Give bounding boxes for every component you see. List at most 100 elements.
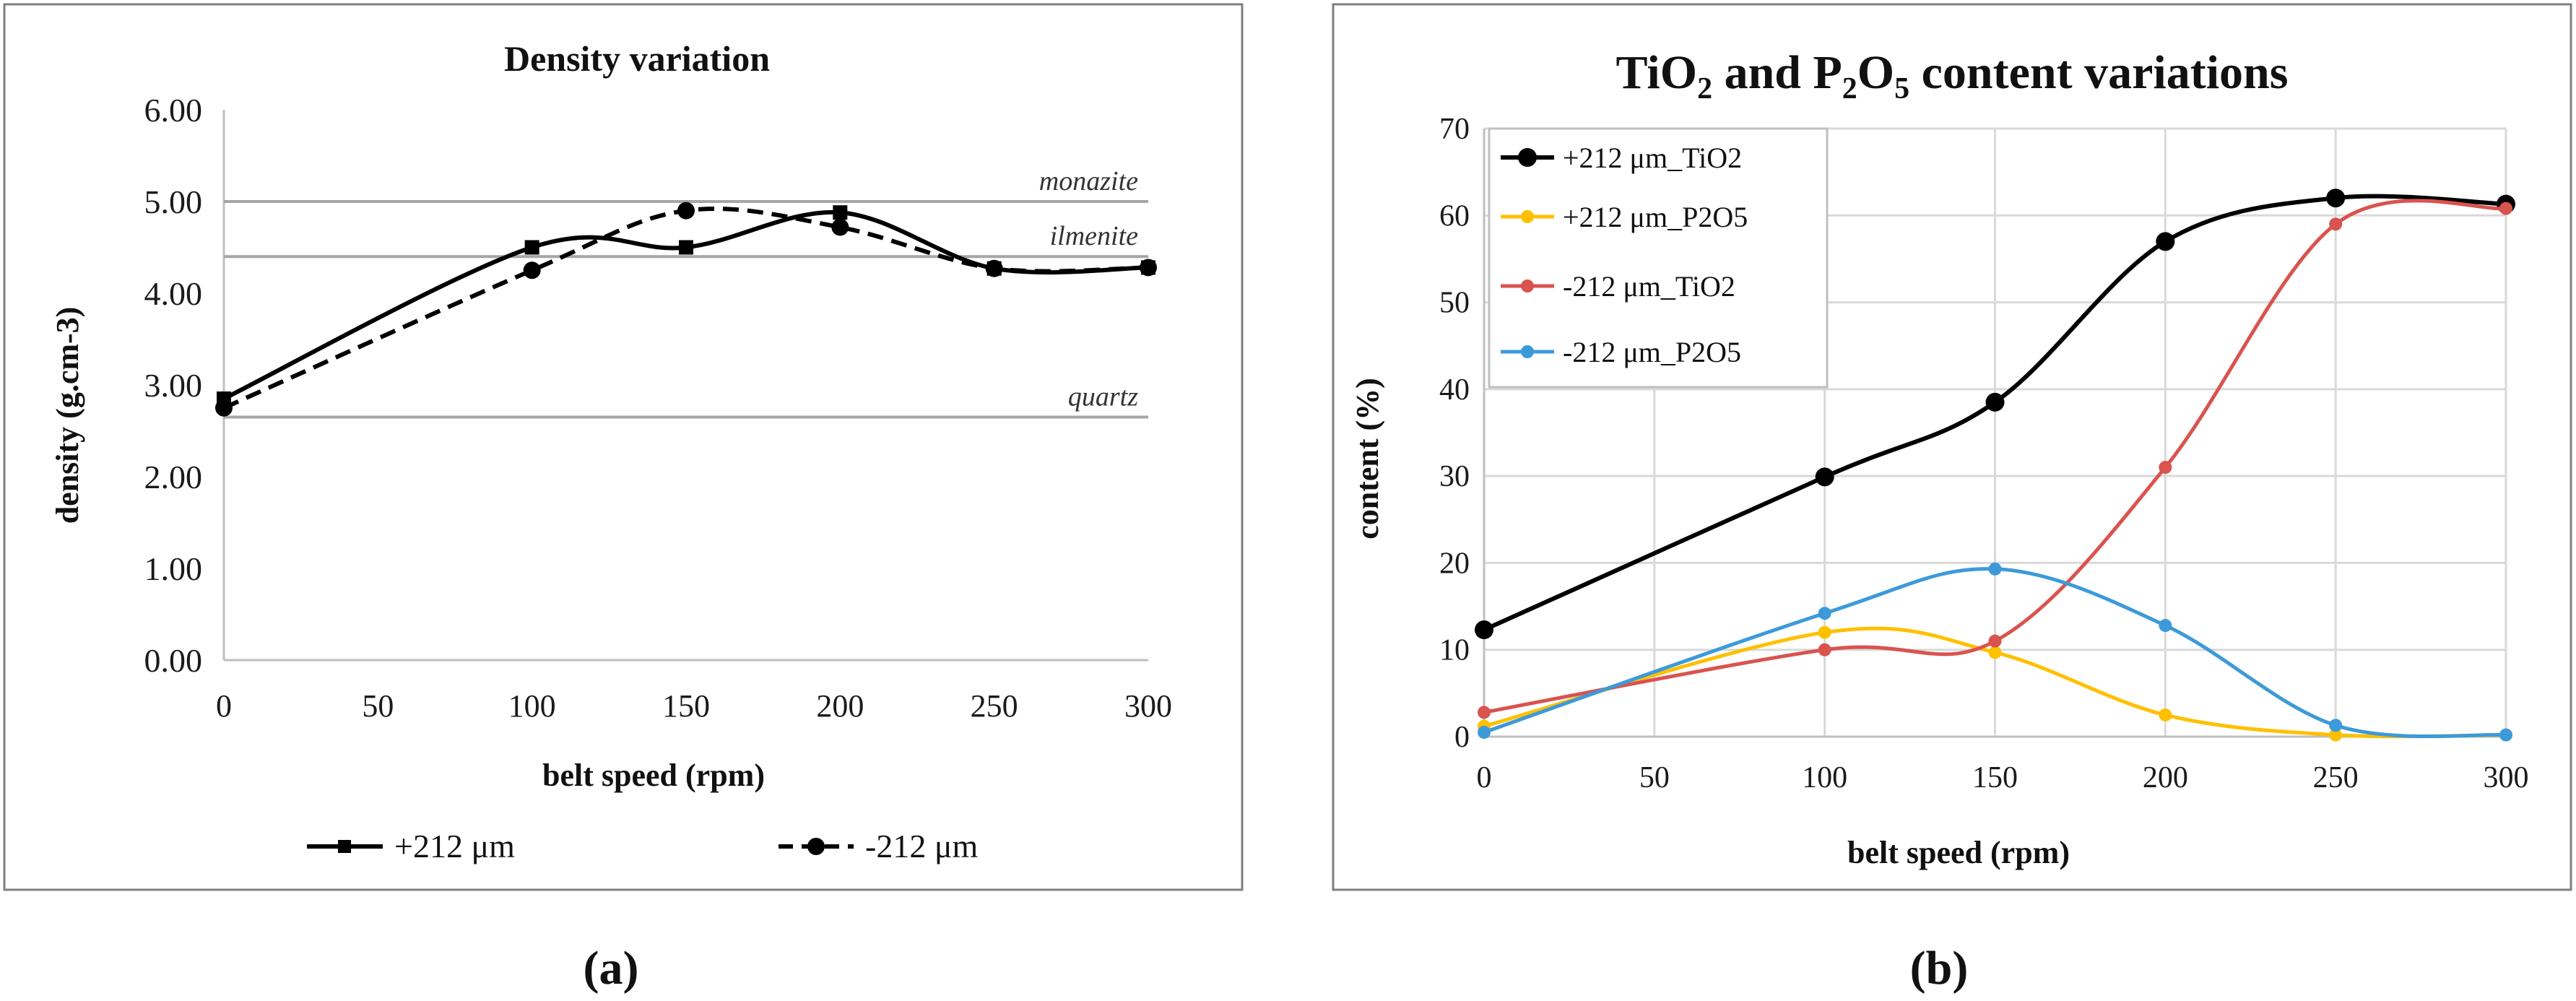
- chart-a-legend: +212 μm -212 μm: [307, 828, 978, 864]
- chart-b-title: TiO2 and P2O5 content variations: [1616, 46, 2289, 105]
- b-x-tick-label-2: 100: [1802, 761, 1847, 794]
- chart-b-y-ticks: 0 10 20 30 40 50 60 70: [1439, 113, 1470, 754]
- b-x-tick-label-3: 150: [1972, 761, 2018, 794]
- b-series-1-point-4: [2329, 728, 2343, 742]
- chart-a-reference-lines: monazite ilmenite quartz: [224, 166, 1148, 419]
- b-series-1-point-3: [2159, 708, 2172, 722]
- b-x-tick-label-1: 50: [1639, 761, 1670, 794]
- legend-b-marker-4: [1521, 345, 1534, 358]
- b-series-3-point-3: [2159, 619, 2172, 633]
- legend-a-marker-1: [338, 840, 351, 853]
- chart-b-title-part-1: TiO: [1616, 46, 1698, 99]
- reference-label-ilmenite: ilmenite: [1050, 221, 1139, 251]
- a-x-tick-label-5: 250: [971, 688, 1018, 724]
- b-series-2-point-0: [1478, 706, 1491, 719]
- b-series-0-point-3: [2156, 232, 2175, 251]
- b-series-2-point-3: [2159, 461, 2172, 474]
- b-y-tick-label-2: 20: [1439, 547, 1470, 580]
- b-series-2-point-5: [2499, 202, 2512, 215]
- legend-b-marker-2: [1521, 210, 1534, 223]
- legend-b-label-4: -212 μm_P2O5: [1563, 336, 1741, 368]
- b-x-tick-label-5: 250: [2313, 761, 2359, 794]
- chart-b-title-part-4: content variations: [1909, 46, 2288, 99]
- subfigure-label-b: (b): [1910, 942, 1969, 994]
- a-x-tick-label-0: 0: [216, 688, 232, 724]
- a-series-1-point-0: [215, 399, 233, 417]
- b-y-tick-label-7: 70: [1439, 113, 1470, 146]
- b-series-1-point-1: [1818, 625, 1831, 639]
- legend-a-label-2: -212 μm: [865, 828, 978, 864]
- a-x-tick-label-3: 150: [662, 688, 710, 724]
- b-series-line-1: [1483, 626, 2507, 739]
- b-series-0-point-4: [2326, 188, 2346, 208]
- b-series-0-point-1: [1815, 467, 1834, 487]
- a-series-0-point-2: [679, 240, 693, 255]
- chart-a-y-axis-title: density (g.cm-3): [50, 307, 85, 524]
- chart-b-y-axis-title: content (%): [1350, 378, 1385, 540]
- b-y-tick-label-1: 10: [1439, 634, 1470, 667]
- chart-b-title-sub-3: 5: [1894, 72, 1909, 105]
- chart-a-x-ticks: 0 50 100 150 200 250 300: [216, 688, 1172, 724]
- chart-b-series: [1475, 188, 2515, 742]
- b-series-0-point-2: [1985, 392, 2005, 412]
- subfigure-label-a: (a): [584, 942, 639, 994]
- a-y-tick-label-0: 0.00: [144, 642, 203, 679]
- chart-b-title-sub-2: 2: [1842, 72, 1857, 105]
- a-series-1-point-3: [831, 218, 849, 236]
- b-series-2-point-4: [2329, 217, 2343, 231]
- a-x-tick-label-1: 50: [362, 688, 394, 724]
- a-y-tick-label-1: 1.00: [144, 550, 203, 587]
- b-y-tick-label-3: 30: [1439, 460, 1470, 493]
- legend-b-box: [1488, 127, 1829, 389]
- legend-b-label-3: -212 μm_TiO2: [1563, 270, 1735, 303]
- legend-b-item-4: -212 μm_P2O5: [1501, 336, 1741, 368]
- b-x-tick-label-6: 300: [2484, 761, 2529, 794]
- chart-b-x-ticks: 0 50 100 150 200 250 300: [1477, 761, 2529, 794]
- chart-a-y-ticks: 0.00 1.00 2.00 3.00 4.00 5.00 6.00: [144, 92, 203, 679]
- b-series-1-point-2: [1988, 646, 2002, 659]
- b-x-tick-label-4: 200: [2143, 761, 2188, 794]
- b-series-3-point-1: [1818, 607, 1831, 620]
- a-series-1-point-5: [1140, 259, 1157, 277]
- b-series-line-3: [1483, 567, 2507, 739]
- legend-b-label-2: +212 μm_P2O5: [1563, 201, 1748, 233]
- a-y-tick-label-3: 3.00: [144, 367, 203, 404]
- a-series-0-point-1: [524, 240, 539, 255]
- b-series-3-point-2: [1988, 562, 2002, 576]
- legend-a-label-1: +212 μm: [394, 828, 515, 864]
- legend-b-label-1: +212 μm_TiO2: [1563, 142, 1742, 174]
- chart-b-title-part-3: O: [1857, 46, 1894, 99]
- a-y-tick-label-4: 4.00: [144, 275, 203, 312]
- chart-b-title-part-2: and P: [1712, 46, 1842, 99]
- b-series-2-point-2: [1988, 634, 2002, 648]
- chart-b-title-sub-1: 2: [1697, 72, 1712, 105]
- panel-b: TiO2 and P2O5 content variations 0102030…: [1332, 3, 2572, 891]
- legend-b-item-2: +212 μm_P2O5: [1501, 201, 1748, 233]
- chart-b-legend: +212 μm_TiO2 +212 μm_P2O5 -212 μm_TiO2 -…: [1488, 127, 1829, 389]
- a-y-tick-label-5: 5.00: [144, 183, 203, 220]
- b-y-tick-label-0: 0: [1454, 721, 1470, 754]
- b-series-3-point-5: [2499, 728, 2512, 742]
- reference-label-monazite: monazite: [1039, 166, 1138, 196]
- chart-a-series: [215, 202, 1157, 417]
- legend-b-item-1: +212 μm_TiO2: [1501, 142, 1742, 174]
- a-x-tick-label-2: 100: [508, 688, 556, 724]
- panel-a-frame: [3, 3, 1244, 891]
- b-series-3-point-0: [1478, 725, 1491, 739]
- b-y-tick-label-5: 50: [1439, 287, 1470, 320]
- b-series-2-point-1: [1818, 643, 1831, 656]
- legend-b-item-3: -212 μm_TiO2: [1501, 270, 1735, 303]
- b-series-0-point-0: [1475, 620, 1493, 640]
- panel-a: Density variation monazite ilmenite quartz…: [3, 3, 1244, 891]
- a-series-1-point-1: [523, 261, 541, 280]
- a-y-tick-label-2: 2.00: [144, 459, 203, 495]
- b-x-tick-label-0: 0: [1477, 761, 1492, 794]
- a-series-1-point-4: [985, 259, 1003, 277]
- b-y-tick-label-6: 60: [1439, 199, 1470, 233]
- legend-a-item-1: +212 μm: [307, 828, 515, 864]
- a-x-tick-label-4: 200: [816, 688, 864, 724]
- legend-a-item-2: -212 μm: [779, 828, 978, 864]
- a-y-tick-label-6: 6.00: [144, 92, 203, 129]
- a-x-tick-label-6: 300: [1124, 688, 1172, 724]
